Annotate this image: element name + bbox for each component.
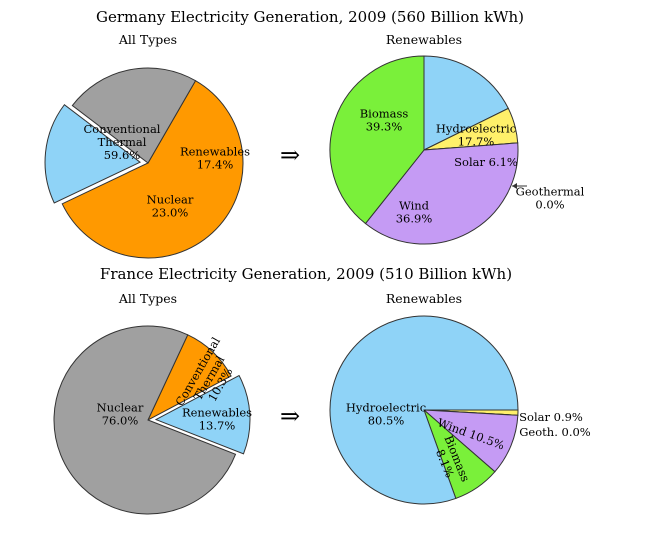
germany-all-renewables-label-line: Renewables [180, 145, 250, 159]
germany-renew-biomass-slice [329, 55, 425, 225]
france-all-nuclear-label: Nuclear 76.0% [97, 401, 144, 428]
france-renew-hydroelectric-slice [329, 315, 519, 505]
france-renew-geothermal-label-line: Geoth. 0.0% [519, 425, 591, 439]
germany-all-renewables-slice [44, 104, 141, 204]
france-all-renewables-label-line: 13.7% [199, 419, 236, 433]
germany-renew-wind-slice [364, 142, 519, 245]
france-all-renewables-label-line: Renewables [182, 406, 252, 420]
germany-all-conventional-thermal-label-line: 59.6% [104, 148, 141, 162]
germany-renew-wind-label: Wind 36.9% [396, 199, 433, 226]
germany-all-nuclear-label-line: 23.0% [152, 206, 189, 220]
germany-all-nuclear-slice [71, 67, 197, 164]
france-arrow-icon: ⇒ [280, 402, 300, 430]
pies-group: Conventional Thermal 59.6% Renewables 17.4%N… [44, 55, 591, 515]
france-renew-hydroelectric-label-line: 80.5% [368, 414, 405, 428]
germany-renew-hydroelectric-label: Hydroelectric 17.7% [436, 122, 516, 149]
germany-renew-biomass-label-line: Biomass [360, 107, 409, 121]
france-all-types-subtitle: All Types [118, 291, 177, 306]
france-title: France Electricity Generation, 2009 (510… [100, 265, 512, 283]
france-renew-hydroelectric-label: Hydroelectric 80.5% [346, 401, 426, 428]
geothermal-callout-pointer [512, 183, 527, 189]
france-renewables-subtitle: Renewables [386, 291, 462, 306]
germany-renewables-subtitle: Renewables [386, 32, 462, 47]
germany-all-renewables-label-line: 17.4% [197, 158, 234, 172]
germany-arrow-icon: ⇒ [280, 141, 300, 169]
germany-all-nuclear-label: Nuclear 23.0% [147, 193, 194, 220]
france-renew-hydroelectric-label-line: Hydroelectric [346, 401, 426, 415]
france-renew-solar-label: Solar 0.9% [519, 410, 583, 424]
germany-renew-geothermal-label-line: Geothermal [516, 185, 585, 199]
france-all-nuclear-slice [53, 325, 237, 515]
france-all-nuclear-label-line: 76.0% [102, 414, 139, 428]
germany-renew-solar-label: Solar 6.1% [454, 155, 518, 169]
germany-all-conventional-thermal-label-line: Conventional [83, 122, 160, 136]
germany-renew-wind-label-line: Wind [399, 199, 430, 213]
germany-renew-geothermal-label: Geothermal 0.0% [516, 185, 585, 212]
germany-renew-biomass-label-line: 39.3% [366, 120, 403, 134]
germany-renew-hydroelectric-label-line: 17.7% [458, 135, 495, 149]
germany-all-nuclear-label-line: Nuclear [147, 193, 194, 207]
france-all-renewables-label: Renewables 13.7% [182, 406, 252, 433]
germany-all-types-subtitle: All Types [118, 32, 177, 47]
germany-renew-biomass-label: Biomass 39.3% [360, 107, 409, 134]
germany-renew-geothermal-label-line: 0.0% [535, 198, 564, 212]
germany-all-conventional-thermal-label-line: Thermal [98, 135, 147, 149]
france-all-nuclear-label-line: Nuclear [97, 401, 144, 415]
france-renew-solar-label-line: Solar 0.9% [519, 410, 583, 424]
germany-all-renewables-label: Renewables 17.4% [180, 145, 250, 172]
germany-renew-hydroelectric-slice [423, 55, 509, 151]
france-renew-geothermal-label: Geoth. 0.0% [519, 425, 591, 439]
germany-renew-wind-label-line: 36.9% [396, 212, 433, 226]
france-all-renewables-slice [154, 374, 251, 455]
germany-renew-hydroelectric-label-line: Hydroelectric [436, 122, 516, 136]
germany-renew-solar-label-line: Solar 6.1% [454, 155, 518, 169]
germany-title: Germany Electricity Generation, 2009 (56… [96, 8, 524, 26]
germany-all-conventional-thermal-slice [61, 80, 244, 259]
germany-all-conventional-thermal-label: Conventional Thermal 59.6% [83, 122, 160, 162]
